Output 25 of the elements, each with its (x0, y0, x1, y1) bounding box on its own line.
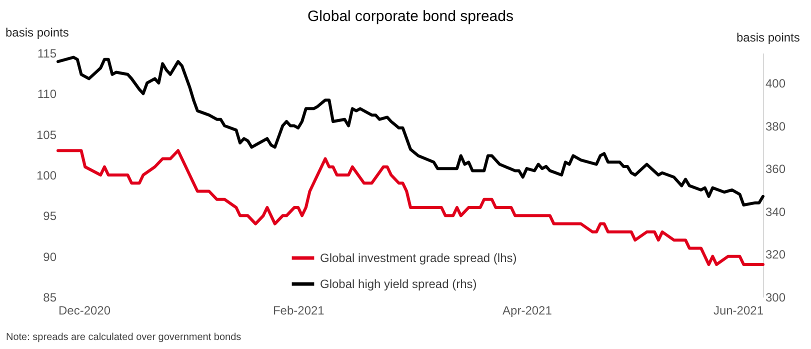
y2-tick-label: 300 (766, 290, 786, 304)
y2-tick-label: 400 (766, 76, 786, 90)
y2-tick-label: 360 (766, 162, 786, 176)
text: Note: spreads are calculated over government bonds (6, 332, 242, 343)
legend-label: Global high yield spread (rhs) (320, 277, 477, 291)
y2-tick-label: 340 (766, 204, 786, 219)
line-series (56, 56, 764, 206)
y-tick-label: 100 (36, 168, 57, 182)
legend-label: Global investment grade spread (lhs) (320, 251, 517, 265)
y2-axis-title: basis points (736, 30, 800, 44)
y2-tick-label: 320 (766, 248, 786, 262)
x-tick-label: Jun-2021 (713, 304, 764, 318)
y-tick-label: 90 (43, 250, 57, 264)
y-tick-label: 105 (36, 128, 57, 142)
chart-title: Global corporate bond spreads (308, 8, 514, 25)
y2-tick-label: 380 (766, 119, 786, 134)
line-series (56, 149, 764, 266)
y-tick-label: 115 (37, 46, 57, 60)
y-tick-label: 95 (43, 209, 57, 224)
y-tick-label: 110 (37, 87, 57, 102)
x-tick-label: Dec-2020 (58, 304, 111, 318)
y-axis-title: basis points (6, 26, 69, 40)
x-tick-label: Apr-2021 (502, 304, 552, 318)
y-tick-label: 85 (43, 290, 57, 304)
x-tick-label: Feb-2021 (272, 304, 325, 318)
